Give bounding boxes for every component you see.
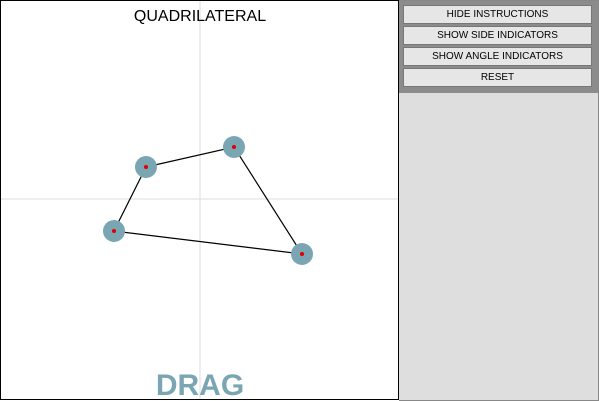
title: QUADRILATERAL [134, 8, 266, 25]
vertex-dot [232, 145, 236, 149]
side-panel: HIDE INSTRUCTIONS SHOW SIDE INDICATORS S… [399, 0, 599, 401]
canvas[interactable]: QUADRILATERAL DRAG [0, 0, 399, 400]
button[interactable]: RESET [403, 68, 592, 87]
button[interactable]: SHOW SIDE INDICATORS [403, 26, 592, 45]
drag-hint: DRAG [156, 369, 244, 400]
vertex-dots [112, 145, 304, 256]
vertex-dot [300, 252, 304, 256]
vertex-handles [103, 136, 313, 265]
button[interactable]: SHOW ANGLE INDICATORS [403, 47, 592, 66]
vertex-dot [144, 165, 148, 169]
vertex-dot [112, 229, 116, 233]
controls: HIDE INSTRUCTIONS SHOW SIDE INDICATORS S… [399, 1, 598, 93]
button[interactable]: HIDE INSTRUCTIONS [403, 5, 592, 24]
